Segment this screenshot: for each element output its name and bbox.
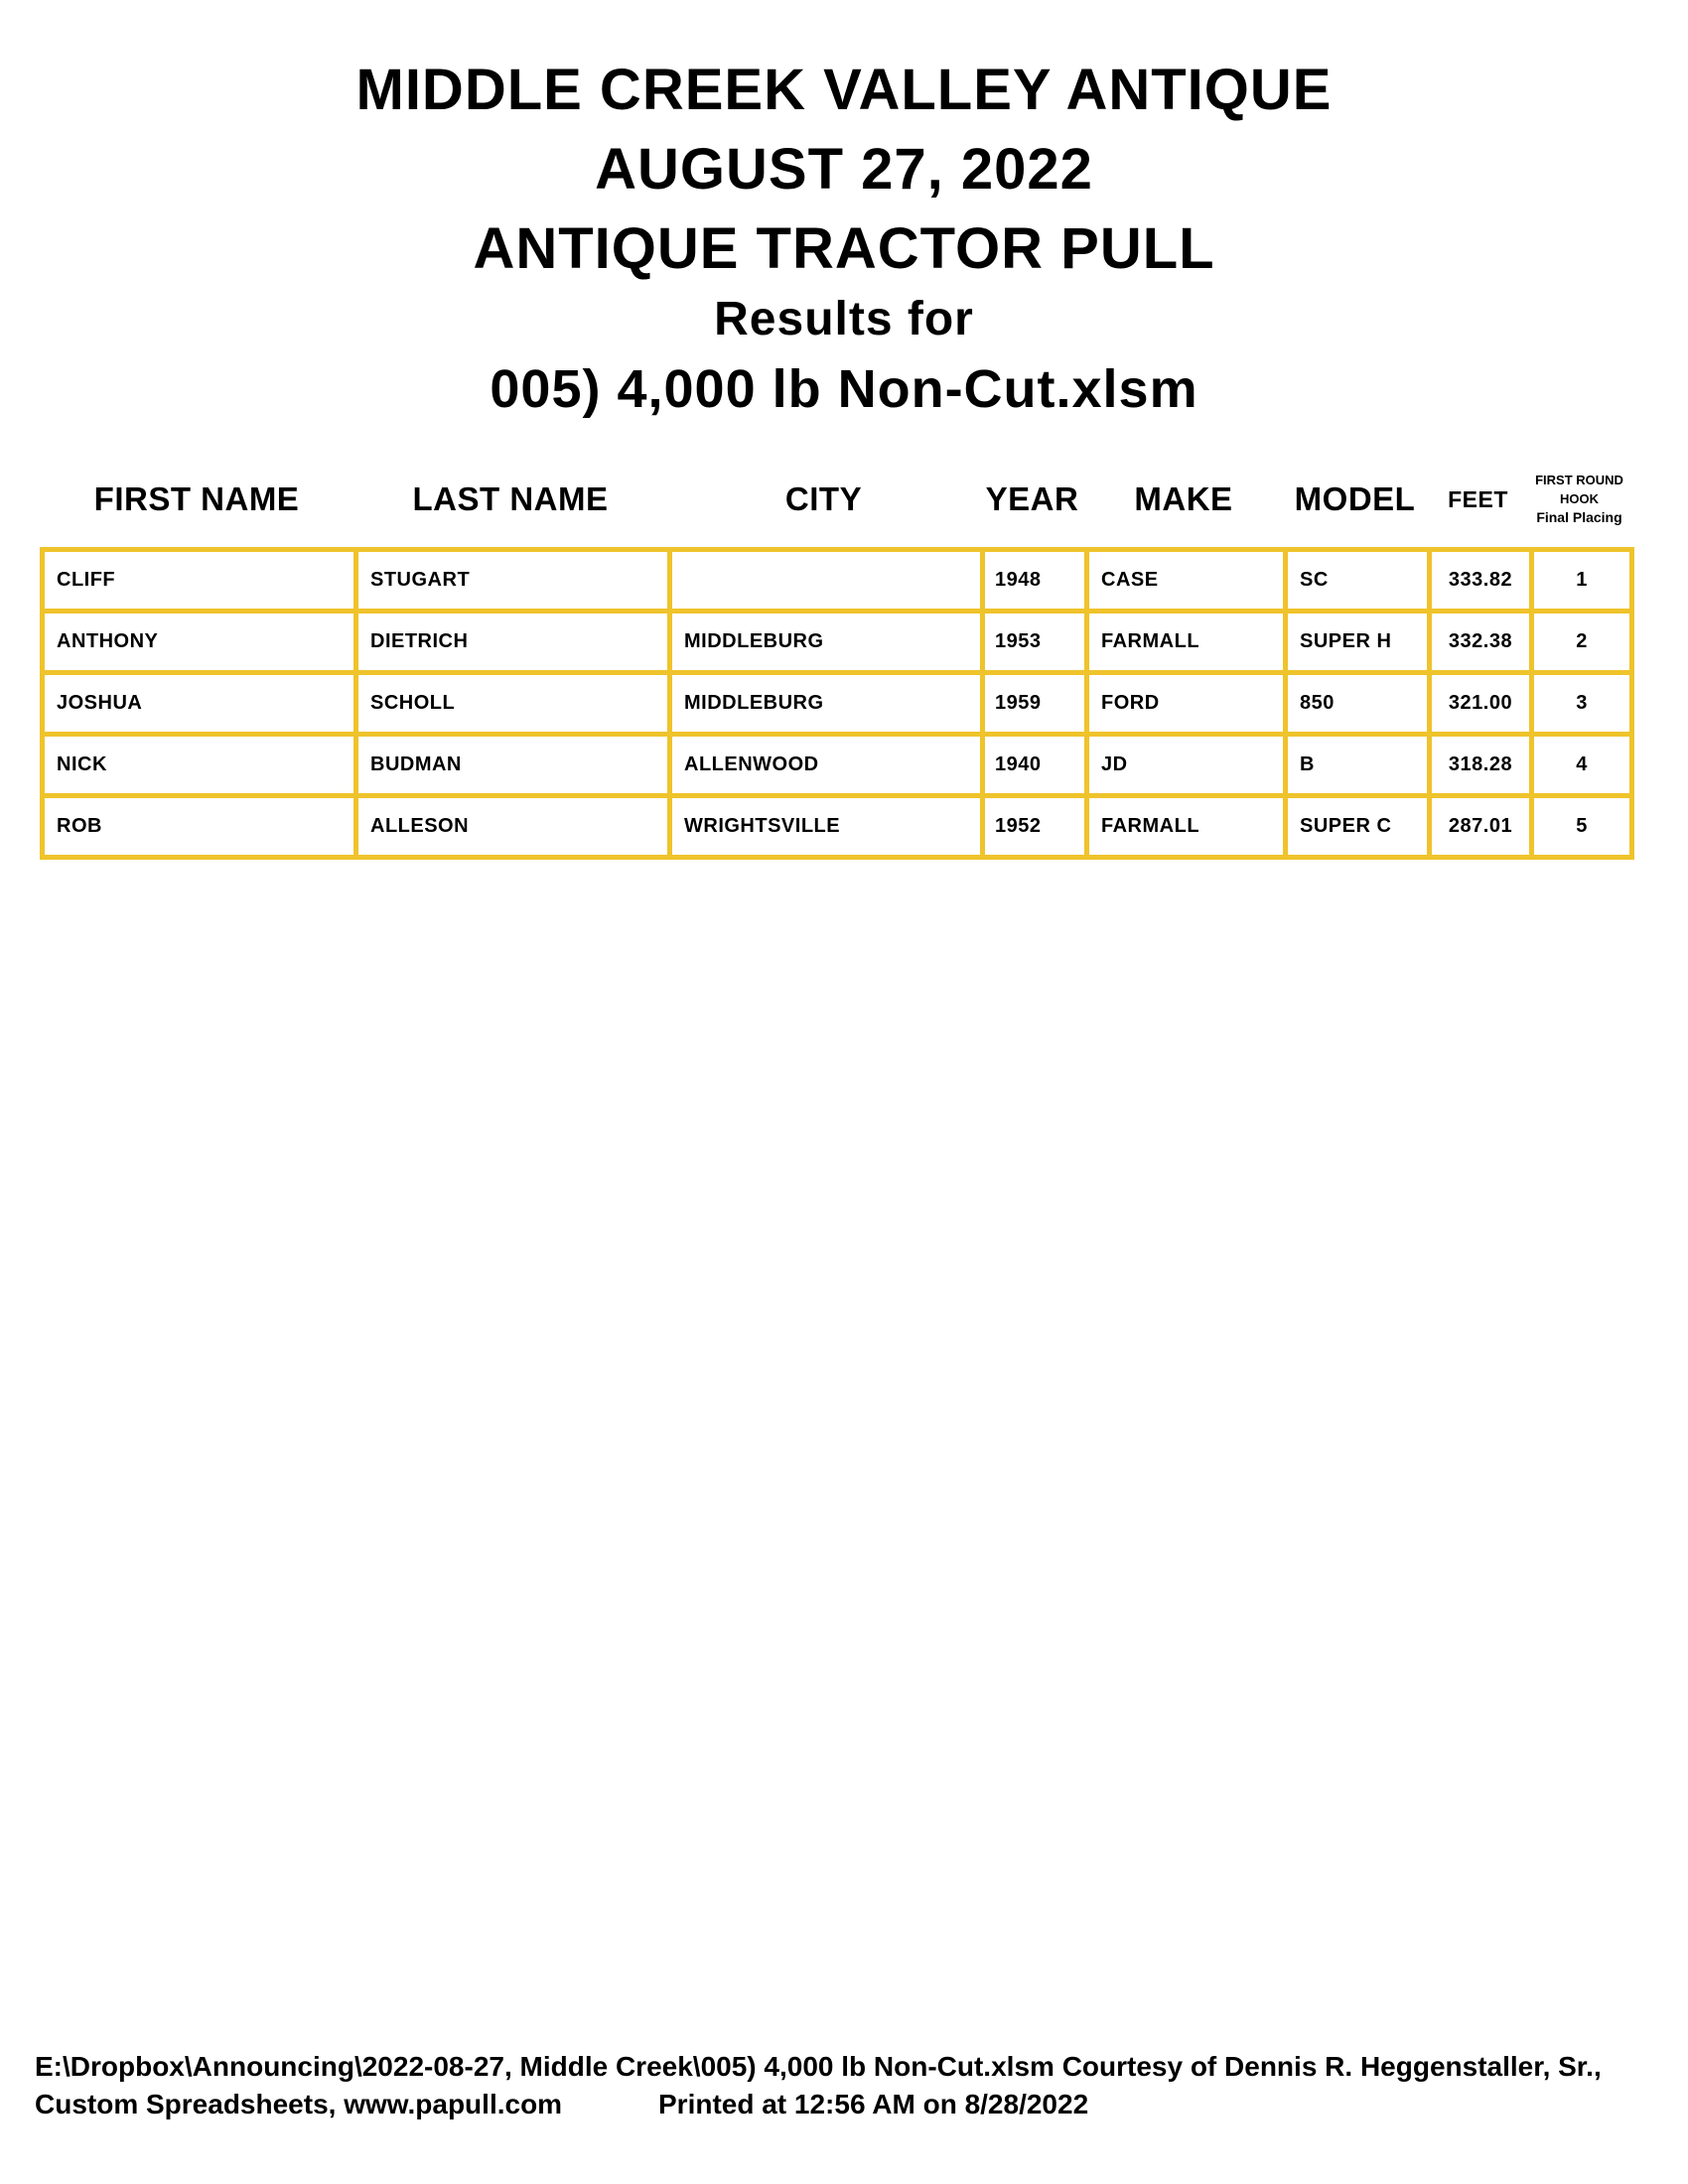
cell-feet: 333.82 (1427, 547, 1534, 614)
cell-city: MIDDLEBURG (667, 670, 985, 737)
cell-first-name: ROB (40, 793, 358, 860)
cell-year: 1959 (980, 670, 1089, 737)
table-row: NICK BUDMAN ALLENWOOD 1940 JD B 318.28 4 (40, 732, 1634, 798)
cell-model: SUPER C (1283, 793, 1432, 860)
cell-model: 850 (1283, 670, 1432, 737)
cell-year: 1940 (980, 732, 1089, 798)
cell-last-name: STUGART (353, 547, 672, 614)
cell-last-name: DIETRICH (353, 609, 672, 675)
cell-city (667, 547, 985, 614)
column-header-first-name: FIRST NAME (93, 480, 300, 517)
cell-first-name: NICK (40, 732, 358, 798)
cell-year: 1952 (980, 793, 1089, 860)
cell-city: WRIGHTSVILLE (667, 793, 985, 860)
page-title-event: MIDDLE CREEK VALLEY ANTIQUE (355, 58, 1333, 122)
page-title-results-for: Results for (714, 293, 974, 345)
cell-model: B (1283, 732, 1432, 798)
table-row: CLIFF STUGART 1948 CASE SC 333.82 1 (40, 547, 1634, 614)
cell-make: FARMALL (1084, 793, 1288, 860)
cell-feet: 287.01 (1427, 793, 1534, 860)
cell-model: SUPER H (1283, 609, 1432, 675)
cell-year: 1953 (980, 609, 1089, 675)
cell-model: SC (1283, 547, 1432, 614)
footer-file-path-and-credit: E:\Dropbox\Announcing\2022-08-27, Middle… (35, 2051, 1602, 2082)
cell-final-placing: 4 (1529, 732, 1634, 798)
column-header-make: MAKE (1134, 480, 1233, 517)
cell-first-name: JOSHUA (40, 670, 358, 737)
cell-city: ALLENWOOD (667, 732, 985, 798)
cell-final-placing: 3 (1529, 670, 1634, 737)
column-header-feet: FEET (1448, 486, 1508, 512)
hook-header-line-3: Final Placing (1536, 509, 1622, 525)
page-title-class-file: 005) 4,000 lb Non-Cut.xlsm (490, 359, 1198, 419)
table-row: ANTHONY DIETRICH MIDDLEBURG 1953 FARMALL… (40, 609, 1634, 675)
column-header-last-name: LAST NAME (412, 480, 609, 517)
cell-first-name: ANTHONY (40, 609, 358, 675)
table-row: JOSHUA SCHOLL MIDDLEBURG 1959 FORD 850 3… (40, 670, 1634, 737)
cell-final-placing: 5 (1529, 793, 1634, 860)
column-header-year: YEAR (985, 480, 1079, 517)
column-header-model: MODEL (1294, 480, 1416, 517)
results-table: CLIFF STUGART 1948 CASE SC 333.82 1 ANTH… (40, 547, 1634, 860)
hook-header-line-1: FIRST ROUND (1535, 473, 1623, 487)
page-title-category: ANTIQUE TRACTOR PULL (473, 216, 1215, 281)
cell-feet: 321.00 (1427, 670, 1534, 737)
cell-year: 1948 (980, 547, 1089, 614)
cell-feet: 332.38 (1427, 609, 1534, 675)
cell-final-placing: 1 (1529, 547, 1634, 614)
hook-header-line-2: HOOK (1560, 491, 1599, 506)
cell-make: FARMALL (1084, 609, 1288, 675)
table-row: ROB ALLESON WRIGHTSVILLE 1952 FARMALL SU… (40, 793, 1634, 860)
cell-make: CASE (1084, 547, 1288, 614)
cell-make: FORD (1084, 670, 1288, 737)
cell-make: JD (1084, 732, 1288, 798)
cell-first-name: CLIFF (40, 547, 358, 614)
page-title-date: AUGUST 27, 2022 (595, 137, 1093, 202)
cell-city: MIDDLEBURG (667, 609, 985, 675)
cell-last-name: BUDMAN (353, 732, 672, 798)
footer-spreadsheet-credit: Custom Spreadsheets, www.papull.com (35, 2089, 563, 2119)
footer-printed-timestamp: Printed at 12:56 AM on 8/28/2022 (658, 2089, 1089, 2119)
cell-last-name: ALLESON (353, 793, 672, 860)
table-header-row: FIRST NAME LAST NAME CITY YEAR MAKE MODE… (40, 437, 1629, 547)
cell-last-name: SCHOLL (353, 670, 672, 737)
column-header-city: CITY (784, 480, 863, 517)
cell-feet: 318.28 (1427, 732, 1534, 798)
column-header-first-round-hook: FIRST ROUND HOOK Final Placing (1529, 437, 1629, 547)
cell-final-placing: 2 (1529, 609, 1634, 675)
